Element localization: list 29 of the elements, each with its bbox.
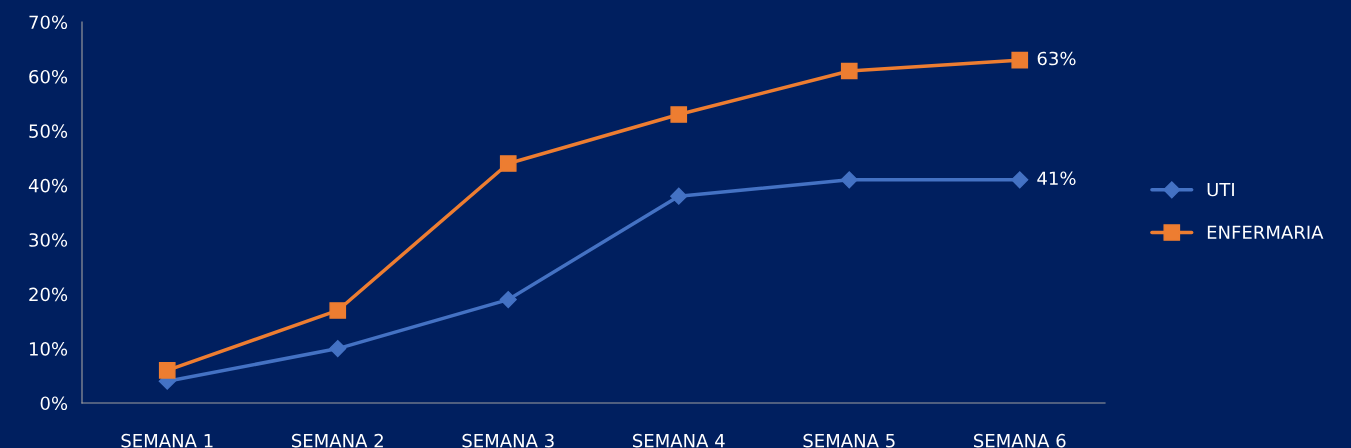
- point: [1011, 51, 1029, 69]
- point: [1011, 171, 1029, 189]
- point: [499, 291, 517, 309]
- y-tick-label: 70%: [29, 15, 68, 30]
- x-tick-label: SEMANA 5: [803, 433, 895, 448]
- y-tick-label: 60%: [29, 69, 68, 84]
- point: [329, 340, 347, 358]
- data-label: 63%: [1037, 51, 1076, 66]
- x-tick-label: SEMANA 3: [462, 433, 554, 448]
- y-tick-label: 20%: [29, 287, 68, 302]
- point: [670, 106, 688, 123]
- y-tick-label: 0%: [40, 396, 68, 411]
- legend-label: ENFERMARIA: [1207, 225, 1324, 239]
- point: [499, 155, 517, 172]
- data-label: 41%: [1037, 171, 1076, 186]
- y-tick-label: 30%: [29, 233, 68, 247]
- point: [840, 171, 858, 189]
- x-tick-label: SEMANA 1: [121, 433, 213, 448]
- y-tick-label: 10%: [29, 342, 68, 356]
- point: [840, 62, 858, 80]
- legend-label: UTI: [1207, 182, 1234, 197]
- point: [670, 187, 688, 205]
- point: [329, 302, 347, 319]
- y-tick-label: 40%: [28, 178, 68, 193]
- x-tick-label: SEMANA 4: [633, 433, 725, 448]
- x-tick-label: SEMANA 2: [292, 433, 383, 448]
- point: [158, 362, 176, 379]
- y-tick-label: 50%: [29, 124, 68, 138]
- x-tick-label: SEMANA 6: [974, 433, 1066, 448]
